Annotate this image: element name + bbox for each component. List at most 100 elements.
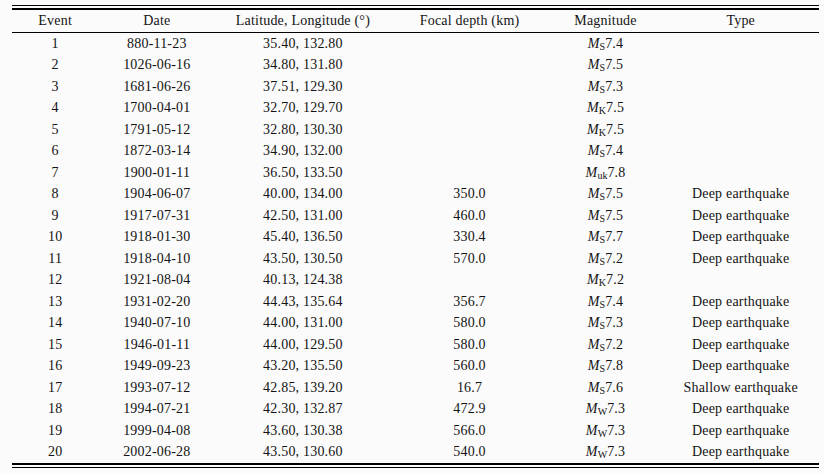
cell-type: Deep earthquake <box>662 334 819 356</box>
cell-date: 1931-02-20 <box>98 291 215 313</box>
cell-magnitude: Muk7.8 <box>549 162 663 184</box>
cell-date: 1994-07-21 <box>98 399 215 421</box>
col-header-magnitude: Magnitude <box>549 10 663 33</box>
cell-event: 16 <box>12 356 98 378</box>
table-row: 81904-06-0740.00, 134.00350.0MS7.5Deep e… <box>12 184 819 206</box>
cell-event: 11 <box>12 248 98 270</box>
table-row: 71900-01-1136.50, 133.50Muk7.8 <box>12 162 819 184</box>
cell-event: 6 <box>12 141 98 163</box>
cell-type <box>662 98 819 120</box>
cell-depth: 16.7 <box>390 377 548 399</box>
cell-magnitude: MK7.5 <box>549 98 663 120</box>
table-row: 202002-06-2843.50, 130.60540.0MW7.3Deep … <box>12 442 819 464</box>
cell-lat_lon: 34.90, 132.00 <box>215 141 390 163</box>
cell-lat_lon: 32.80, 130.30 <box>215 119 390 141</box>
table-row: 61872-03-1434.90, 132.00MS7.4 <box>12 141 819 163</box>
cell-type <box>662 141 819 163</box>
earthquake-table: Event Date Latitude, Longitude (°) Focal… <box>12 5 819 468</box>
cell-date: 1917-07-31 <box>98 205 215 227</box>
cell-date: 1918-01-30 <box>98 227 215 249</box>
table-row: 41700-04-0132.70, 129.70MK7.5 <box>12 98 819 120</box>
cell-lat_lon: 44.00, 131.00 <box>215 313 390 335</box>
cell-date: 1940-07-10 <box>98 313 215 335</box>
cell-depth: 356.7 <box>390 291 548 313</box>
cell-magnitude: MS7.3 <box>549 313 663 335</box>
cell-lat_lon: 43.50, 130.60 <box>215 442 390 464</box>
cell-magnitude: MS7.5 <box>549 55 663 77</box>
cell-type: Deep earthquake <box>662 313 819 335</box>
cell-type <box>662 162 819 184</box>
cell-event: 10 <box>12 227 98 249</box>
cell-lat_lon: 43.20, 135.50 <box>215 356 390 378</box>
cell-depth: 460.0 <box>390 205 548 227</box>
cell-type <box>662 270 819 292</box>
cell-magnitude: MS7.5 <box>549 205 663 227</box>
cell-event: 14 <box>12 313 98 335</box>
cell-depth: 350.0 <box>390 184 548 206</box>
cell-date: 1918-04-10 <box>98 248 215 270</box>
table-row: 111918-04-1043.50, 130.50570.0MS7.2Deep … <box>12 248 819 270</box>
cell-depth <box>390 141 548 163</box>
cell-type: Deep earthquake <box>662 227 819 249</box>
table-body: 1880-11-2335.40, 132.80MS7.421026-06-163… <box>12 33 819 464</box>
cell-magnitude: MS7.3 <box>549 76 663 98</box>
table-row: 21026-06-1634.80, 131.80 MS7.5 <box>12 55 819 77</box>
cell-date: 1921-08-04 <box>98 270 215 292</box>
cell-lat_lon: 42.30, 132.87 <box>215 399 390 421</box>
cell-date: 1026-06-16 <box>98 55 215 77</box>
cell-depth: 540.0 <box>390 442 548 464</box>
header-row: Event Date Latitude, Longitude (°) Focal… <box>12 10 819 33</box>
cell-event: 3 <box>12 76 98 98</box>
cell-event: 1 <box>12 33 98 55</box>
cell-depth <box>390 55 548 77</box>
cell-lat_lon: 42.85, 139.20 <box>215 377 390 399</box>
cell-type: Deep earthquake <box>662 399 819 421</box>
cell-magnitude: MW7.3 <box>549 442 663 464</box>
col-header-type: Type <box>662 10 819 33</box>
cell-date: 1999-04-08 <box>98 420 215 442</box>
cell-depth: 580.0 <box>390 334 548 356</box>
cell-lat_lon: 44.00, 129.50 <box>215 334 390 356</box>
col-header-focal-depth: Focal depth (km) <box>390 10 548 33</box>
cell-magnitude: MS7.2 <box>549 248 663 270</box>
cell-date: 1946-01-11 <box>98 334 215 356</box>
table-row: 141940-07-1044.00, 131.00580.0MS7.3Deep … <box>12 313 819 335</box>
cell-magnitude: MS7.4 <box>549 33 663 55</box>
cell-depth: 566.0 <box>390 420 548 442</box>
cell-lat_lon: 42.50, 131.00 <box>215 205 390 227</box>
cell-lat_lon: 43.60, 130.38 <box>215 420 390 442</box>
col-header-event: Event <box>12 10 98 33</box>
cell-type: Shallow earthquake <box>662 377 819 399</box>
cell-depth: 580.0 <box>390 313 548 335</box>
table-row: 191999-04-0843.60, 130.38566.0MW7.3Deep … <box>12 420 819 442</box>
cell-lat_lon: 34.80, 131.80 <box>215 55 390 77</box>
data-table: Event Date Latitude, Longitude (°) Focal… <box>12 10 819 463</box>
cell-date: 1900-01-11 <box>98 162 215 184</box>
cell-type <box>662 33 819 55</box>
cell-event: 5 <box>12 119 98 141</box>
cell-lat_lon: 40.00, 134.00 <box>215 184 390 206</box>
cell-event: 8 <box>12 184 98 206</box>
cell-magnitude: MK7.5 <box>549 119 663 141</box>
col-header-lat-lon: Latitude, Longitude (°) <box>215 10 390 33</box>
cell-date: 1993-07-12 <box>98 377 215 399</box>
table-row: 91917-07-3142.50, 131.00460.0MS7.5Deep e… <box>12 205 819 227</box>
cell-depth <box>390 33 548 55</box>
cell-event: 2 <box>12 55 98 77</box>
cell-event: 4 <box>12 98 98 120</box>
cell-depth: 570.0 <box>390 248 548 270</box>
table-row: 181994-07-2142.30, 132.87472.9MW7.3Deep … <box>12 399 819 421</box>
cell-depth <box>390 98 548 120</box>
cell-date: 1791-05-12 <box>98 119 215 141</box>
cell-type: Deep earthquake <box>662 205 819 227</box>
table-row: 151946-01-1144.00, 129.50580.0MS7.2Deep … <box>12 334 819 356</box>
cell-date: 1904-06-07 <box>98 184 215 206</box>
table-row: 121921-08-0440.13, 124.38MK7.2 <box>12 270 819 292</box>
table-row: 171993-07-1242.85, 139.2016.7MS7.6Shallo… <box>12 377 819 399</box>
cell-event: 9 <box>12 205 98 227</box>
cell-date: 1872-03-14 <box>98 141 215 163</box>
col-header-date: Date <box>98 10 215 33</box>
cell-depth: 472.9 <box>390 399 548 421</box>
cell-lat_lon: 36.50, 133.50 <box>215 162 390 184</box>
cell-date: 880-11-23 <box>98 33 215 55</box>
